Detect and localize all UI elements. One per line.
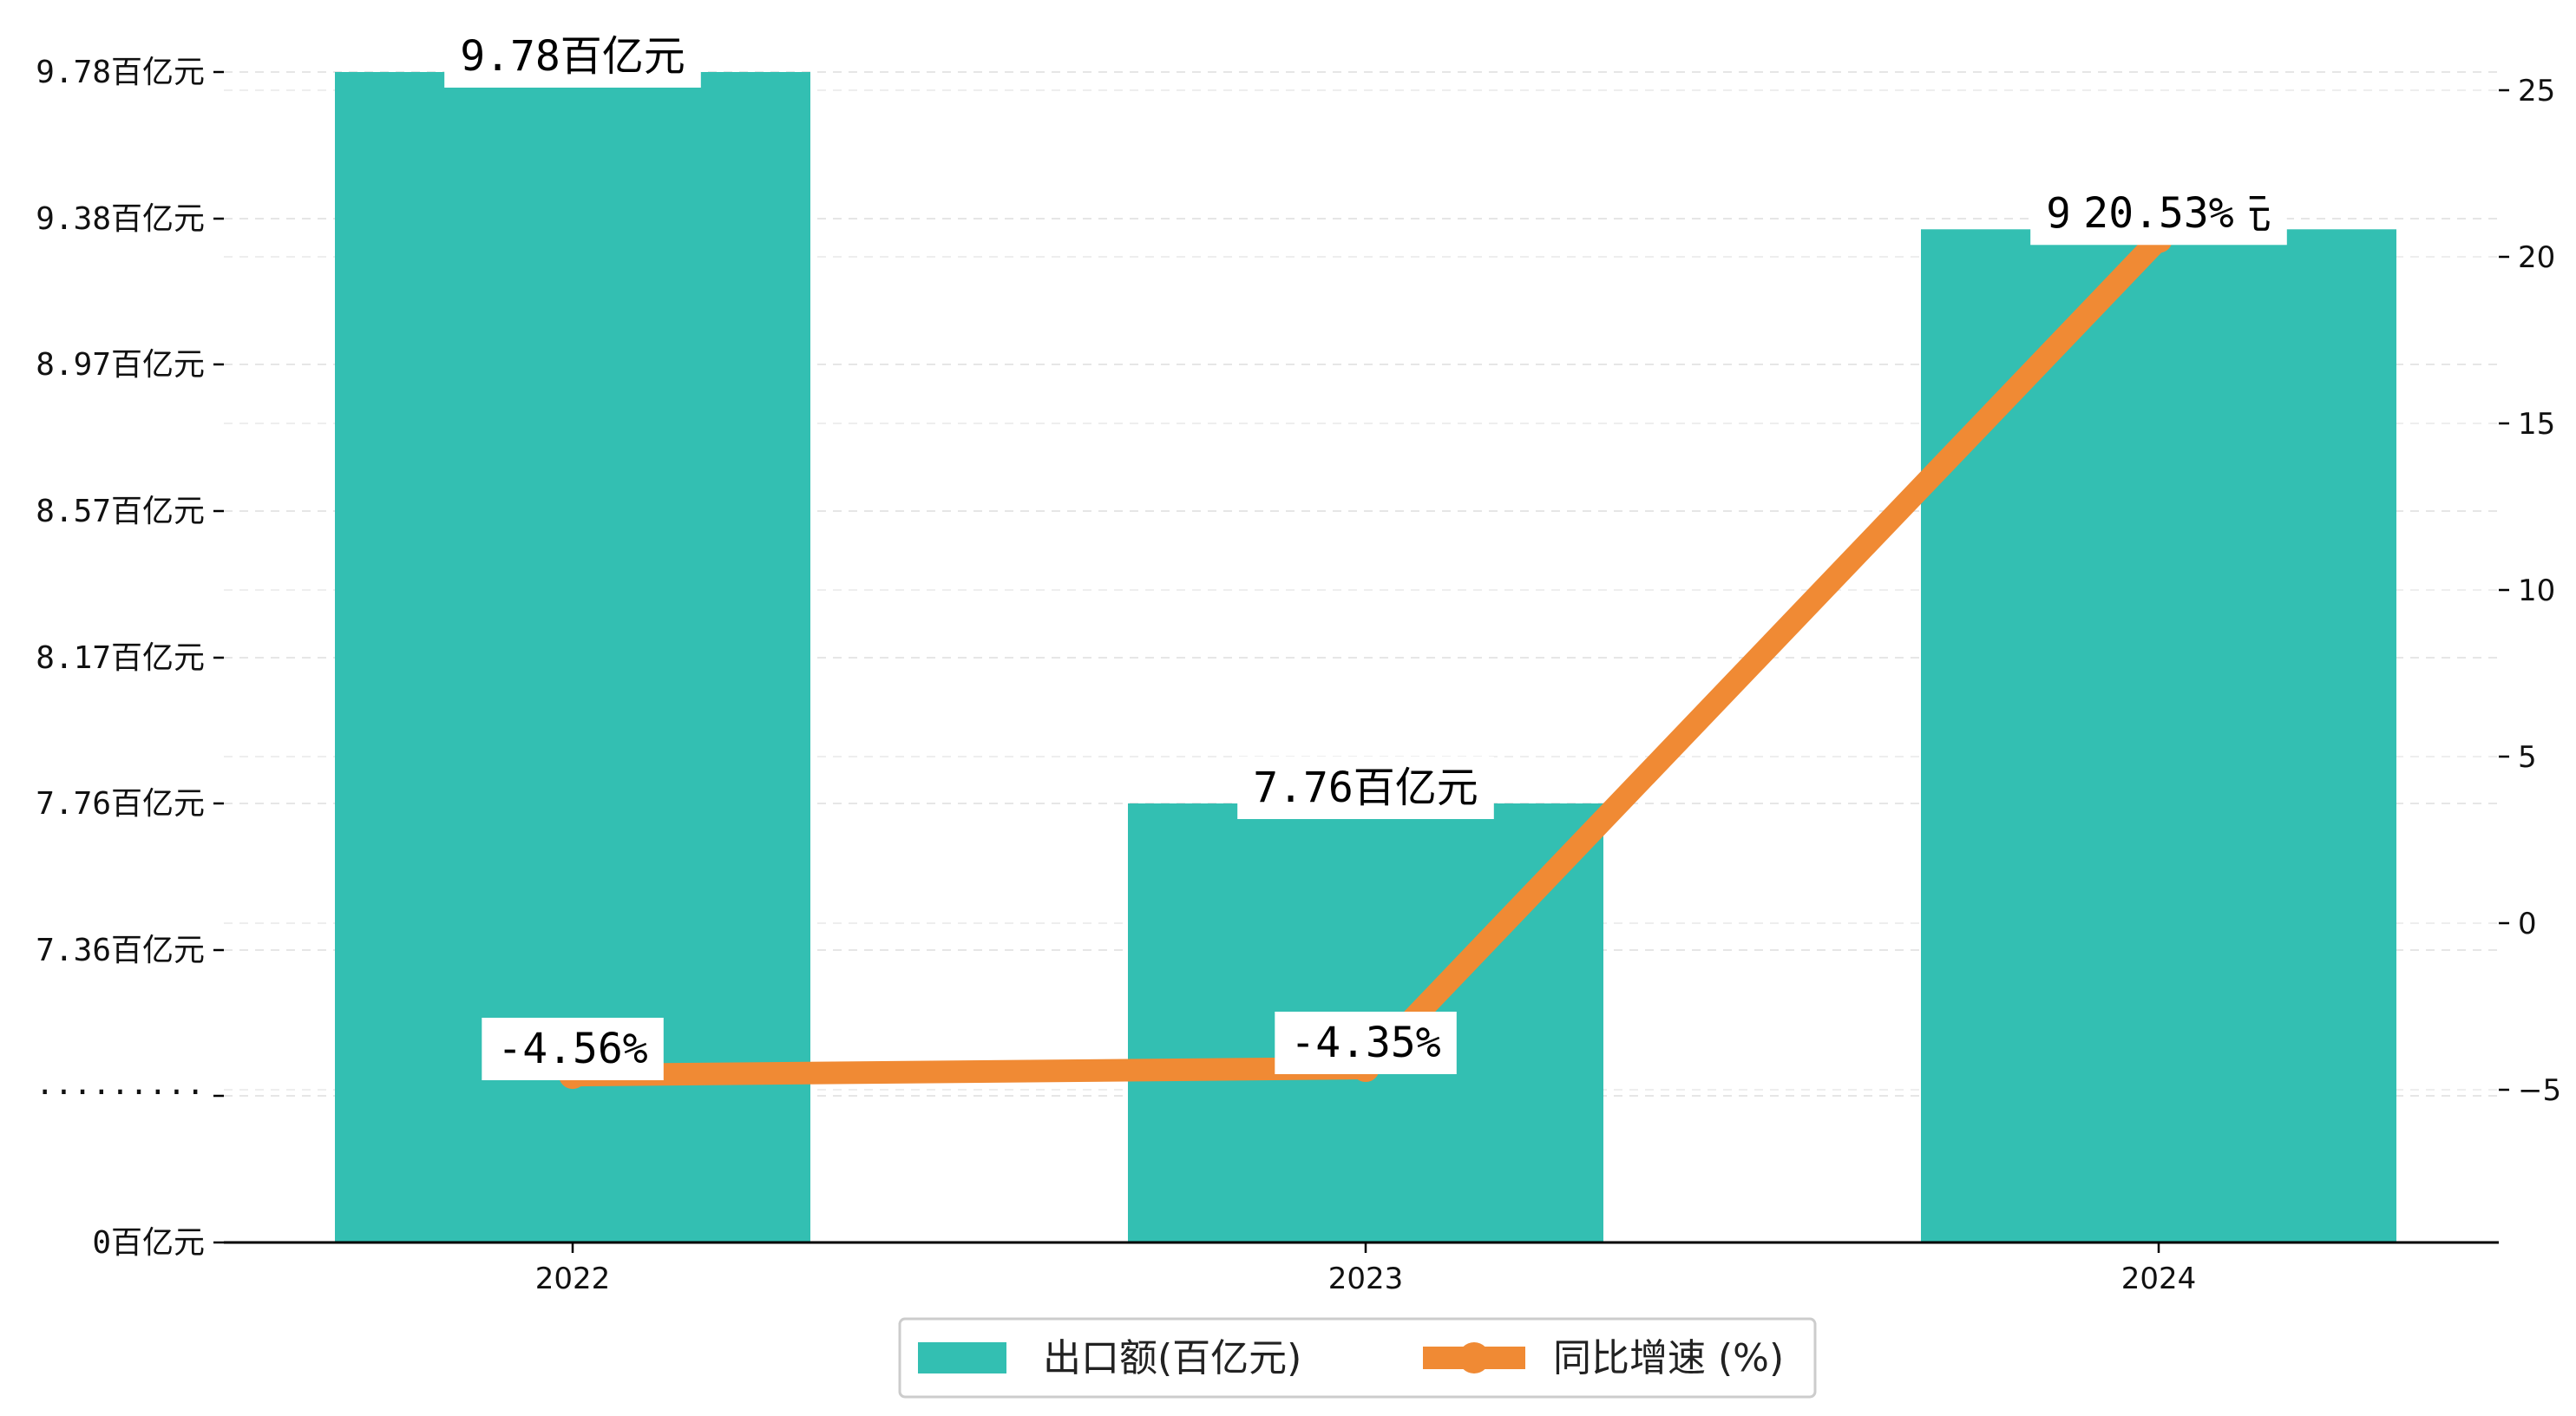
bar-label-2022-box [444,25,701,88]
line-label-2023: -4.35% [1290,1019,1440,1067]
bars [335,72,2396,1242]
bar-label-2023-box [1237,757,1494,819]
legend-label-line: 同比增速 (%) [1553,1336,1784,1380]
left-tick-label-5: 8.57百亿元 [36,494,205,529]
left-tick-label-7: 9.38百亿元 [36,201,205,237]
legend-swatch-bar [918,1342,1006,1373]
left-tick-label-1: ········· [36,1075,205,1111]
bar-2024 [1921,229,2396,1242]
line-label-2023-box [1275,1012,1457,1074]
left-tick-label-3: 7.76百亿元 [36,786,205,822]
line-label-2024-box [2068,182,2250,245]
left-tick-label-8: 9.78百亿元 [36,55,205,90]
right-tick-label-2: 5 [2518,740,2537,775]
legend-box [898,1317,1817,1399]
right-tick-label-0: −5 [2518,1073,2561,1108]
x-tick-label-2022: 2022 [535,1262,611,1296]
left-tick-label-0: 0百亿元 [92,1225,205,1261]
legend: 出口额(百亿元) 同比增速 (%) [898,1317,1817,1399]
line-label-2022: -4.56% [497,1025,647,1073]
left-tick-label-6: 8.97百亿元 [36,347,205,383]
x-tick-label-2023: 2023 [1328,1262,1404,1296]
right-tick-label-4: 15 [2518,407,2555,442]
right-tick-label-1: 0 [2518,907,2537,941]
legend-label-bar: 出口额(百亿元) [1043,1336,1301,1380]
right-tick-label-5: 20 [2518,240,2555,275]
right-tick-label-6: 25 [2518,74,2555,108]
bar-label-2023: 7.76百亿元 [1253,764,1478,812]
x-tick-label-2024: 2024 [2121,1262,2197,1296]
line-label-2022-box [482,1018,664,1080]
line-label-2024: 20.53% [2083,189,2233,238]
left-tick-label-2: 7.36百亿元 [36,933,205,968]
axes: 0百亿元 ········· 7.36百亿元 7.76百亿元 8.17百亿元 8.57百亿… [36,55,2561,1296]
legend-swatch-marker [1458,1342,1490,1373]
right-tick-label-3: 10 [2518,574,2555,608]
left-tick-label-4: 8.17百亿元 [36,640,205,676]
bar-label-2022: 9.78百亿元 [460,32,685,81]
